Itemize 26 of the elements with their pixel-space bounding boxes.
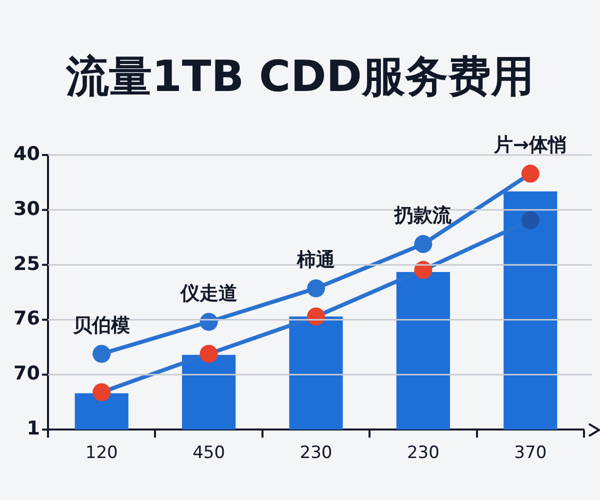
point [414, 235, 432, 254]
x-tick-label: 230 [406, 443, 440, 464]
point [92, 383, 111, 402]
text: 1 [26, 418, 40, 440]
point [414, 260, 432, 279]
point [307, 279, 325, 298]
x-tick-label: 450 [192, 443, 226, 464]
text: 30 [14, 198, 40, 220]
annotation: 扔款流 [394, 204, 453, 226]
text: 25 [14, 252, 40, 275]
bar [74, 393, 128, 430]
x-tick-label: 120 [85, 443, 118, 464]
chart-title: 流量1TB CDD服务费用 [64, 51, 535, 104]
text: 片→体悄 [492, 134, 567, 156]
point [200, 344, 218, 363]
text: 76 [14, 308, 40, 330]
annotation: 仪走道 [179, 282, 238, 304]
x-tick-label: 230 [300, 443, 332, 464]
x-tick-label: 370 [514, 443, 547, 464]
annotation: 柿通 [296, 248, 335, 271]
point [521, 211, 540, 230]
annotation: 贝伯模 [72, 314, 130, 336]
point [307, 307, 325, 326]
text: 70 [14, 362, 40, 385]
text: 40 [14, 142, 40, 165]
point [92, 344, 111, 363]
